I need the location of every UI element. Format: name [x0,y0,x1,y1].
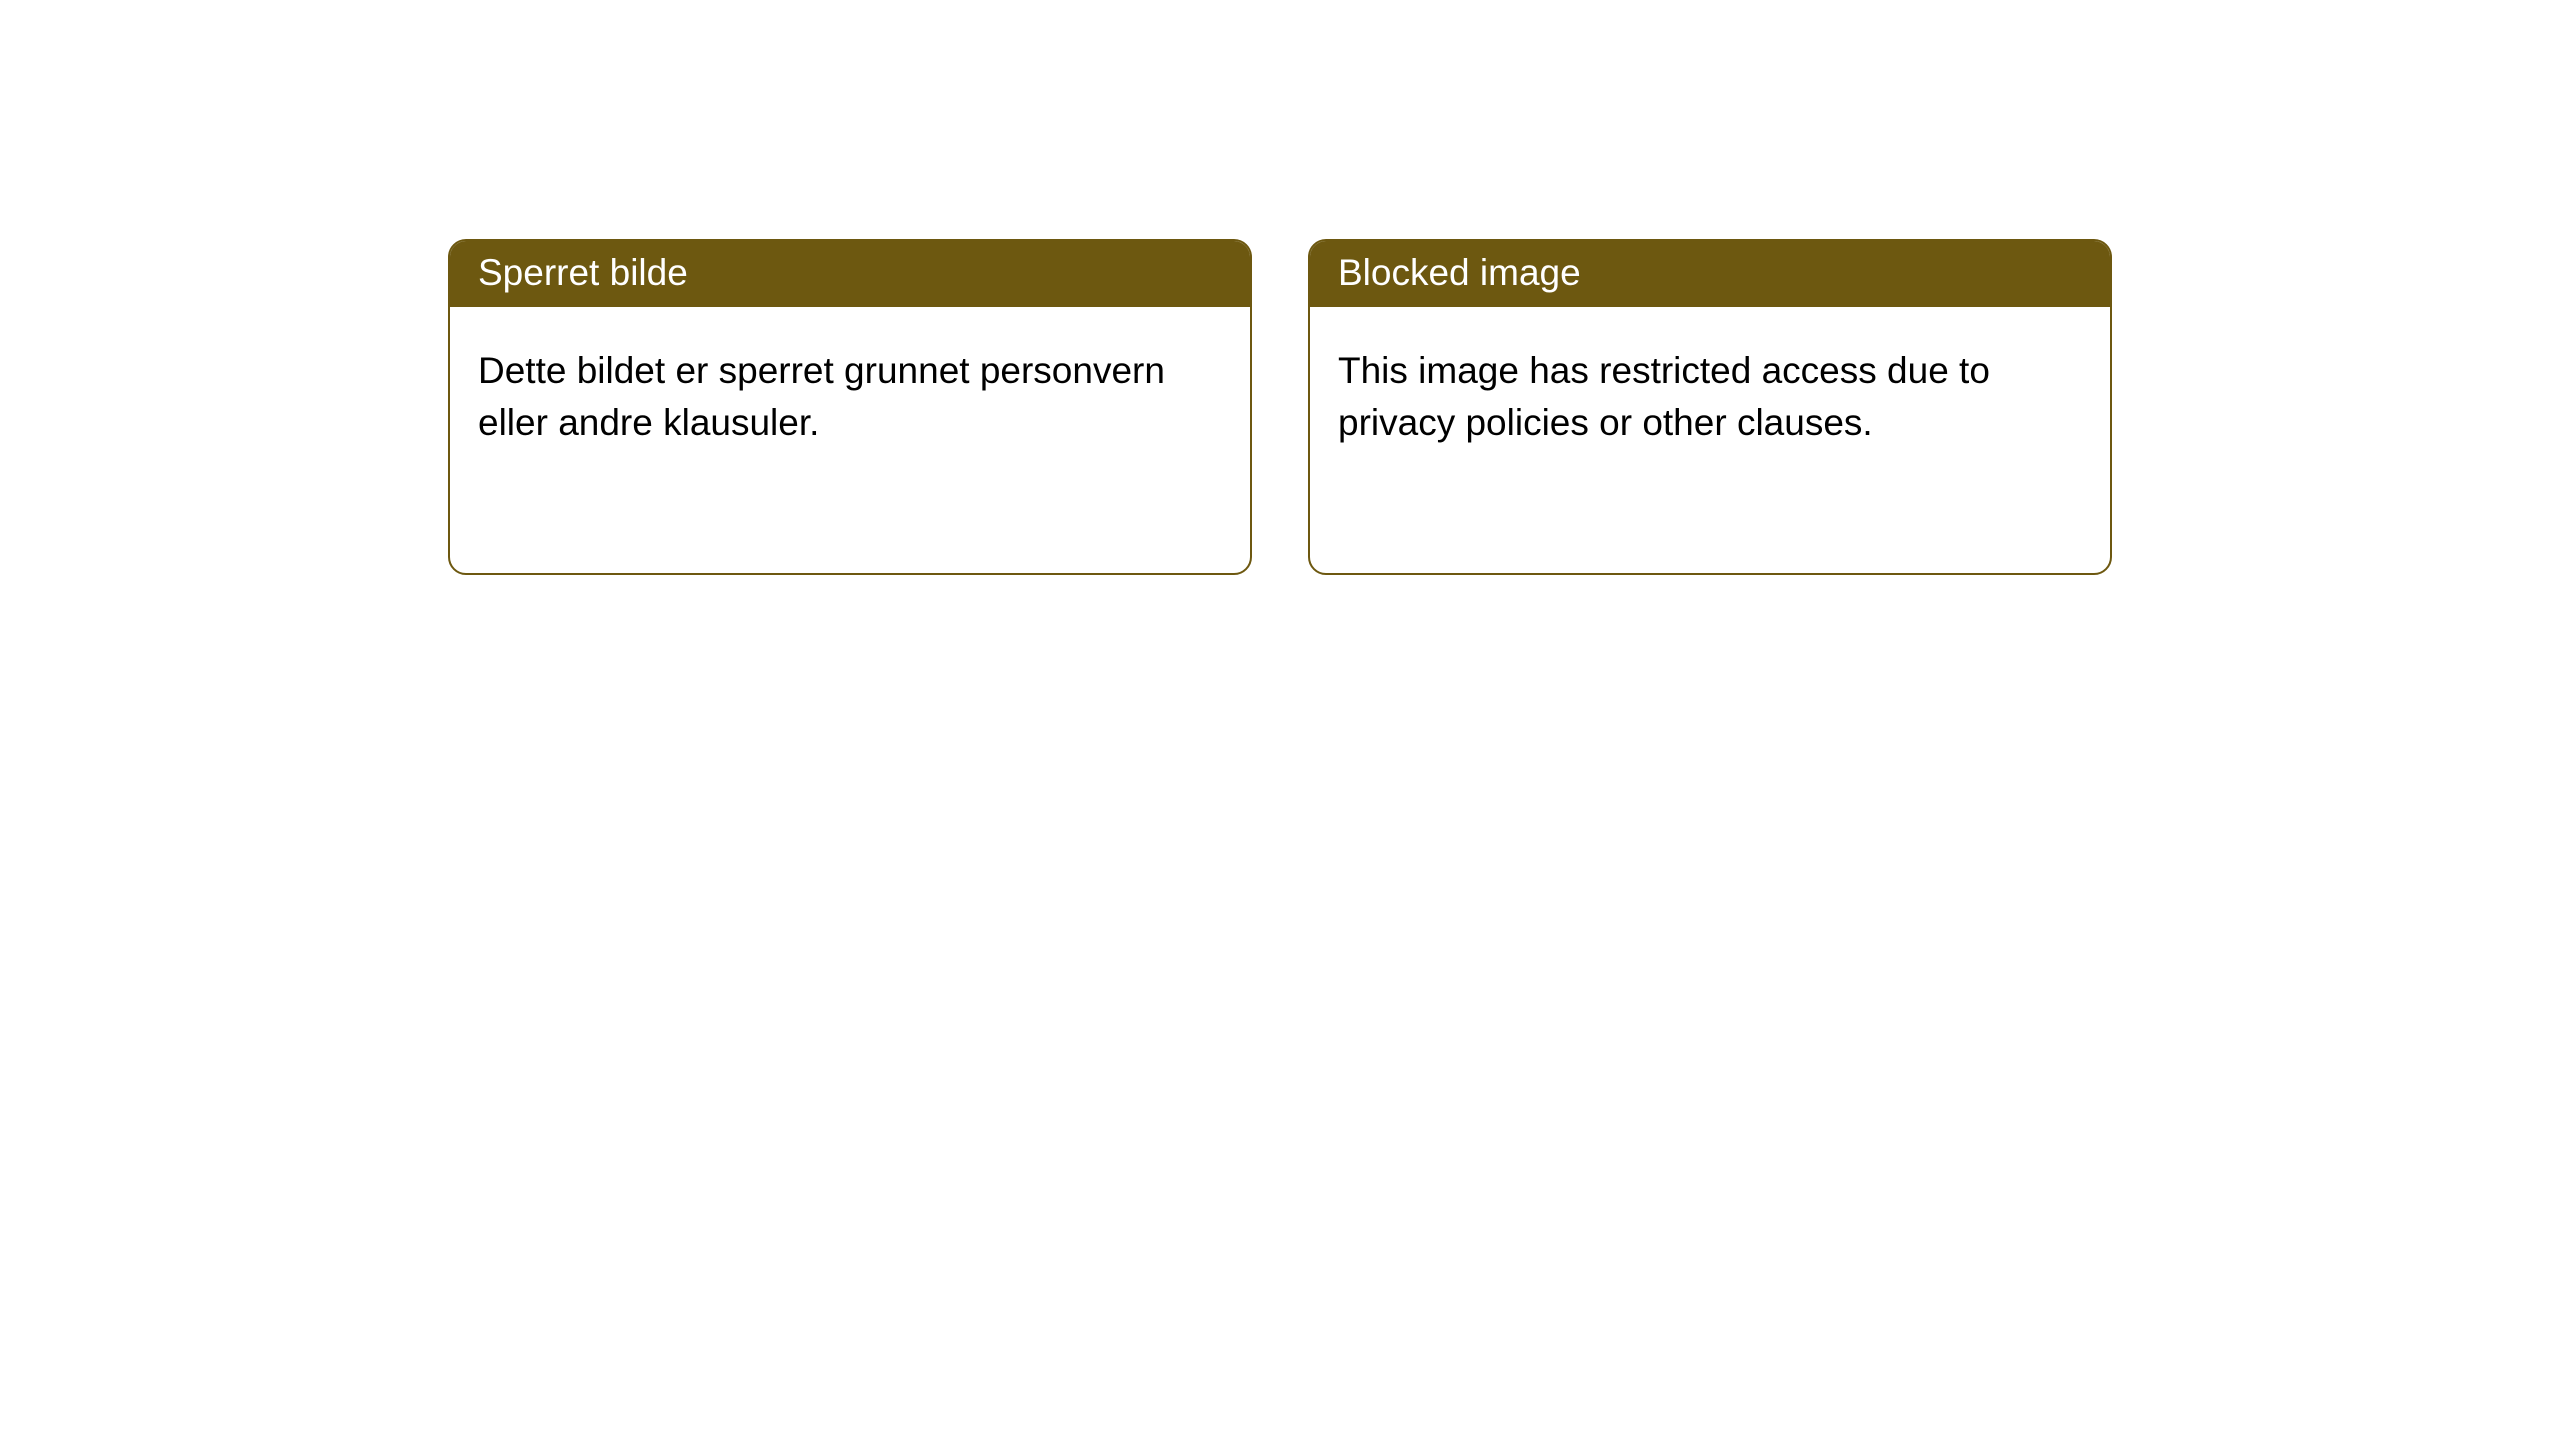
notice-body-norwegian: Dette bildet er sperret grunnet personve… [450,307,1250,469]
notice-title-english: Blocked image [1310,241,2110,307]
notice-container: Sperret bilde Dette bildet er sperret gr… [0,0,2560,575]
notice-card-norwegian: Sperret bilde Dette bildet er sperret gr… [448,239,1252,575]
notice-title-norwegian: Sperret bilde [450,241,1250,307]
notice-card-english: Blocked image This image has restricted … [1308,239,2112,575]
notice-body-english: This image has restricted access due to … [1310,307,2110,469]
